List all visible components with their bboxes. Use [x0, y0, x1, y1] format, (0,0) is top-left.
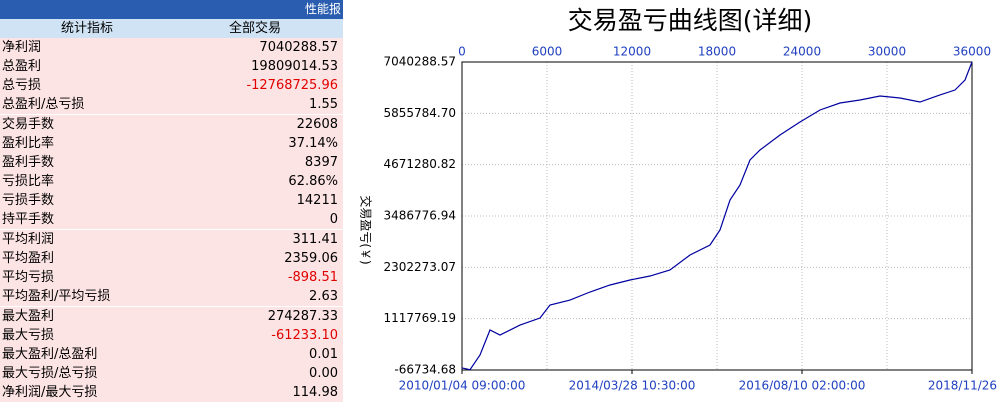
table-header: 性能报: [0, 0, 343, 19]
cell-value: -12768725.96: [246, 78, 338, 93]
y-tick-label: 4671280.82: [383, 157, 456, 171]
y-axis-label: 交易盈亏(￥): [359, 195, 374, 264]
cell-value: -61233.10: [271, 328, 338, 343]
cell-value: 0.00: [309, 366, 338, 381]
y-tick-label: 7040288.57: [383, 55, 456, 69]
table-row: 交易手数 22608: [0, 114, 343, 134]
cell-value: 2.63: [309, 289, 338, 304]
chart-title: 交易盈亏曲线图(详细): [568, 6, 813, 35]
y-tick-label: 5855784.70: [383, 106, 456, 120]
table-row: 亏损比率 62.86%: [0, 172, 343, 191]
cell-label: 平均利润: [2, 232, 55, 247]
cell-value: 22608: [296, 117, 338, 132]
cell-value: 0: [329, 212, 338, 227]
stats-table: 性能报 统计指标 全部交易 净利润 7040288.57 总盈利 19809014.5…: [0, 0, 343, 402]
line-series: [461, 61, 973, 371]
table-row: 总盈利/总亏损 1.55: [0, 95, 343, 114]
cell-value: 311.41: [292, 232, 339, 247]
table-row: 平均盈利 2359.06: [0, 249, 343, 268]
table-row: 持平手数 0: [0, 210, 343, 229]
plot-frame: [461, 61, 973, 371]
table-row: 平均亏损 -898.51: [0, 268, 343, 287]
cell-value: 1.55: [309, 97, 338, 112]
table-row: 净利润/最大亏损 114.98: [0, 383, 343, 402]
y-tick-label: -66734.68: [394, 363, 456, 377]
cell-label: 亏损比率: [2, 174, 55, 189]
cell-value: -898.51: [287, 270, 338, 285]
cell-label: 最大亏损/总亏损: [2, 366, 98, 381]
cell-label: 净利润: [2, 40, 42, 55]
table-row: 最大盈利/总盈利 0.01: [0, 345, 343, 364]
cell-label: 盈利比率: [2, 136, 55, 151]
x-tick-label: 18000: [698, 45, 736, 59]
cell-label: 盈利手数: [2, 155, 55, 170]
table-row: 盈利手数 8397: [0, 153, 343, 172]
cell-value: 37.14%: [288, 136, 338, 151]
x-date-label: 2018/11/26 09: [928, 379, 1000, 393]
cell-label: 平均盈利: [2, 251, 55, 266]
table-row: 平均利润 311.41: [0, 229, 343, 249]
cell-value: 19809014.53: [251, 59, 338, 74]
cell-label: 最大亏损: [2, 328, 55, 343]
cell-label: 总盈利: [2, 59, 42, 74]
cell-value: 274287.33: [267, 309, 338, 324]
column-header: 统计指标 全部交易: [0, 19, 343, 38]
table-row: 最大盈利 274287.33: [0, 306, 343, 326]
table-row: 净利润 7040288.57: [0, 38, 343, 57]
y-tick-label: 2302273.07: [383, 260, 456, 274]
table-row: 盈利比率 37.14%: [0, 134, 343, 153]
cell-value: 2359.06: [284, 251, 338, 266]
cell-label: 持平手数: [2, 212, 55, 227]
chart: 交易盈亏曲线图(详细) 交易盈亏(￥) -66734.68 1117769.19 2…: [359, 6, 1000, 393]
x-tick-label: 6000: [532, 45, 563, 59]
cell-label: 平均亏损: [2, 270, 55, 285]
y-tick-label: 3486776.94: [383, 209, 456, 223]
cell-value: 0.01: [309, 347, 338, 362]
x-date-label: 2016/08/10 02:00:00: [739, 379, 866, 393]
table-row: 亏损手数 14211: [0, 191, 343, 210]
x-tick-label: 24000: [783, 45, 821, 59]
x-tick-label: 0: [458, 45, 466, 59]
x-date-label: 2014/03/28 10:30:00: [569, 379, 696, 393]
cell-value: 7040288.57: [259, 40, 338, 55]
cell-label: 最大盈利/总盈利: [2, 347, 98, 362]
table-row: 总亏损 -12768725.96: [0, 76, 343, 95]
cell-label: 平均盈利/平均亏损: [2, 289, 111, 304]
x-tick-label: 12000: [613, 45, 651, 59]
cell-value: 14211: [296, 193, 338, 208]
cell-label: 亏损手数: [2, 193, 55, 208]
x-tick-label: 36000: [953, 45, 991, 59]
cell-label: 净利润/最大亏损: [2, 385, 98, 400]
table-row: 平均盈利/平均亏损 2.63: [0, 287, 343, 306]
cell-label: 最大盈利: [2, 309, 55, 324]
cell-label: 交易手数: [2, 117, 55, 132]
cell-value: 114.98: [292, 385, 339, 400]
y-tick-label: 1117769.19: [383, 311, 456, 325]
table-row: 总盈利 19809014.53: [0, 57, 343, 76]
cell-label: 总盈利/总亏损: [2, 97, 85, 112]
cell-label: 总亏损: [2, 78, 42, 93]
column-title: 全部交易: [228, 21, 281, 36]
table-row: 最大亏损/总亏损 0.00: [0, 364, 343, 383]
x-date-label: 2010/01/04 09:00:00: [399, 379, 526, 393]
table-row: 最大亏损 -61233.10: [0, 326, 343, 345]
cell-value: 8397: [304, 155, 338, 170]
column-title: 统计指标: [60, 21, 113, 36]
x-tick-label: 30000: [868, 45, 906, 59]
cell-value: 62.86%: [288, 174, 338, 189]
